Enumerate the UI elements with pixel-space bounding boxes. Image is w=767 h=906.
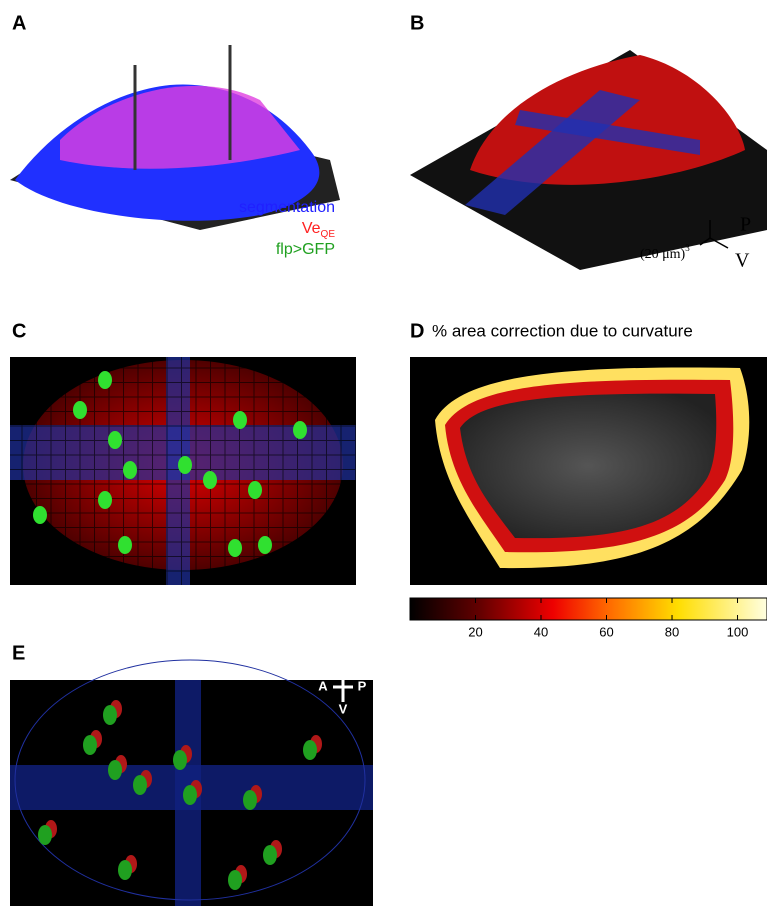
panel-title: % area correction due to curvature bbox=[432, 321, 693, 340]
cell bbox=[123, 461, 137, 479]
panel-e-image bbox=[10, 660, 373, 906]
cell bbox=[98, 371, 112, 389]
cell bbox=[233, 411, 247, 429]
compass-label: D bbox=[338, 656, 347, 671]
panel-label: A bbox=[12, 12, 26, 34]
colorbar-tick-label: 20 bbox=[468, 624, 482, 639]
panel-label: D bbox=[410, 320, 424, 342]
cell-green bbox=[173, 750, 187, 770]
cell bbox=[98, 491, 112, 509]
scale-text: (20 μm) bbox=[640, 247, 686, 262]
colorbar-tick-label: 80 bbox=[665, 624, 679, 639]
cell-green bbox=[108, 760, 122, 780]
legend-text: segmentation bbox=[239, 199, 335, 216]
axis-label: V bbox=[735, 250, 750, 272]
legend-text: flp>GFP bbox=[276, 241, 335, 258]
legend-entry: VeQE bbox=[302, 220, 335, 239]
cell bbox=[33, 506, 47, 524]
cell bbox=[73, 401, 87, 419]
legend-subscript: QE bbox=[321, 229, 336, 240]
legend-entry: flp>GFP bbox=[276, 241, 335, 258]
cell-green bbox=[38, 825, 52, 845]
cell-green bbox=[303, 740, 317, 760]
legend-entry: segmentation bbox=[239, 199, 335, 216]
colorbar-tick-label: 60 bbox=[599, 624, 613, 639]
cell-green bbox=[263, 845, 277, 865]
cell-green bbox=[83, 735, 97, 755]
cell-green bbox=[243, 790, 257, 810]
scale-superscript: 3 bbox=[685, 243, 690, 253]
cell bbox=[118, 536, 132, 554]
cell bbox=[258, 536, 272, 554]
cell bbox=[203, 471, 217, 489]
cell bbox=[248, 481, 262, 499]
cell bbox=[178, 456, 192, 474]
compass-label: A bbox=[318, 678, 328, 693]
cell-green bbox=[133, 775, 147, 795]
colorbar bbox=[410, 598, 767, 620]
cell-green bbox=[118, 860, 132, 880]
veqe-signal bbox=[60, 86, 300, 169]
axis-label: P bbox=[740, 214, 751, 236]
cell-green bbox=[103, 705, 117, 725]
compass-label: V bbox=[339, 701, 348, 716]
legend-text: Ve bbox=[302, 220, 321, 237]
cell-green bbox=[183, 785, 197, 805]
cell bbox=[228, 539, 242, 557]
colorbar-tick-label: 100 bbox=[727, 624, 749, 639]
cell bbox=[108, 431, 122, 449]
colorbar-tick-label: 40 bbox=[534, 624, 548, 639]
figure: A B C D % area correction due to curvatu… bbox=[0, 0, 767, 906]
compass-label: P bbox=[358, 678, 367, 693]
cell-green bbox=[228, 870, 242, 890]
panel-b-image bbox=[410, 50, 767, 270]
panel-label: E bbox=[12, 642, 25, 664]
cell bbox=[293, 421, 307, 439]
panel-label: B bbox=[410, 12, 424, 34]
panel-label: C bbox=[12, 320, 26, 342]
panel-d-image bbox=[410, 357, 767, 620]
